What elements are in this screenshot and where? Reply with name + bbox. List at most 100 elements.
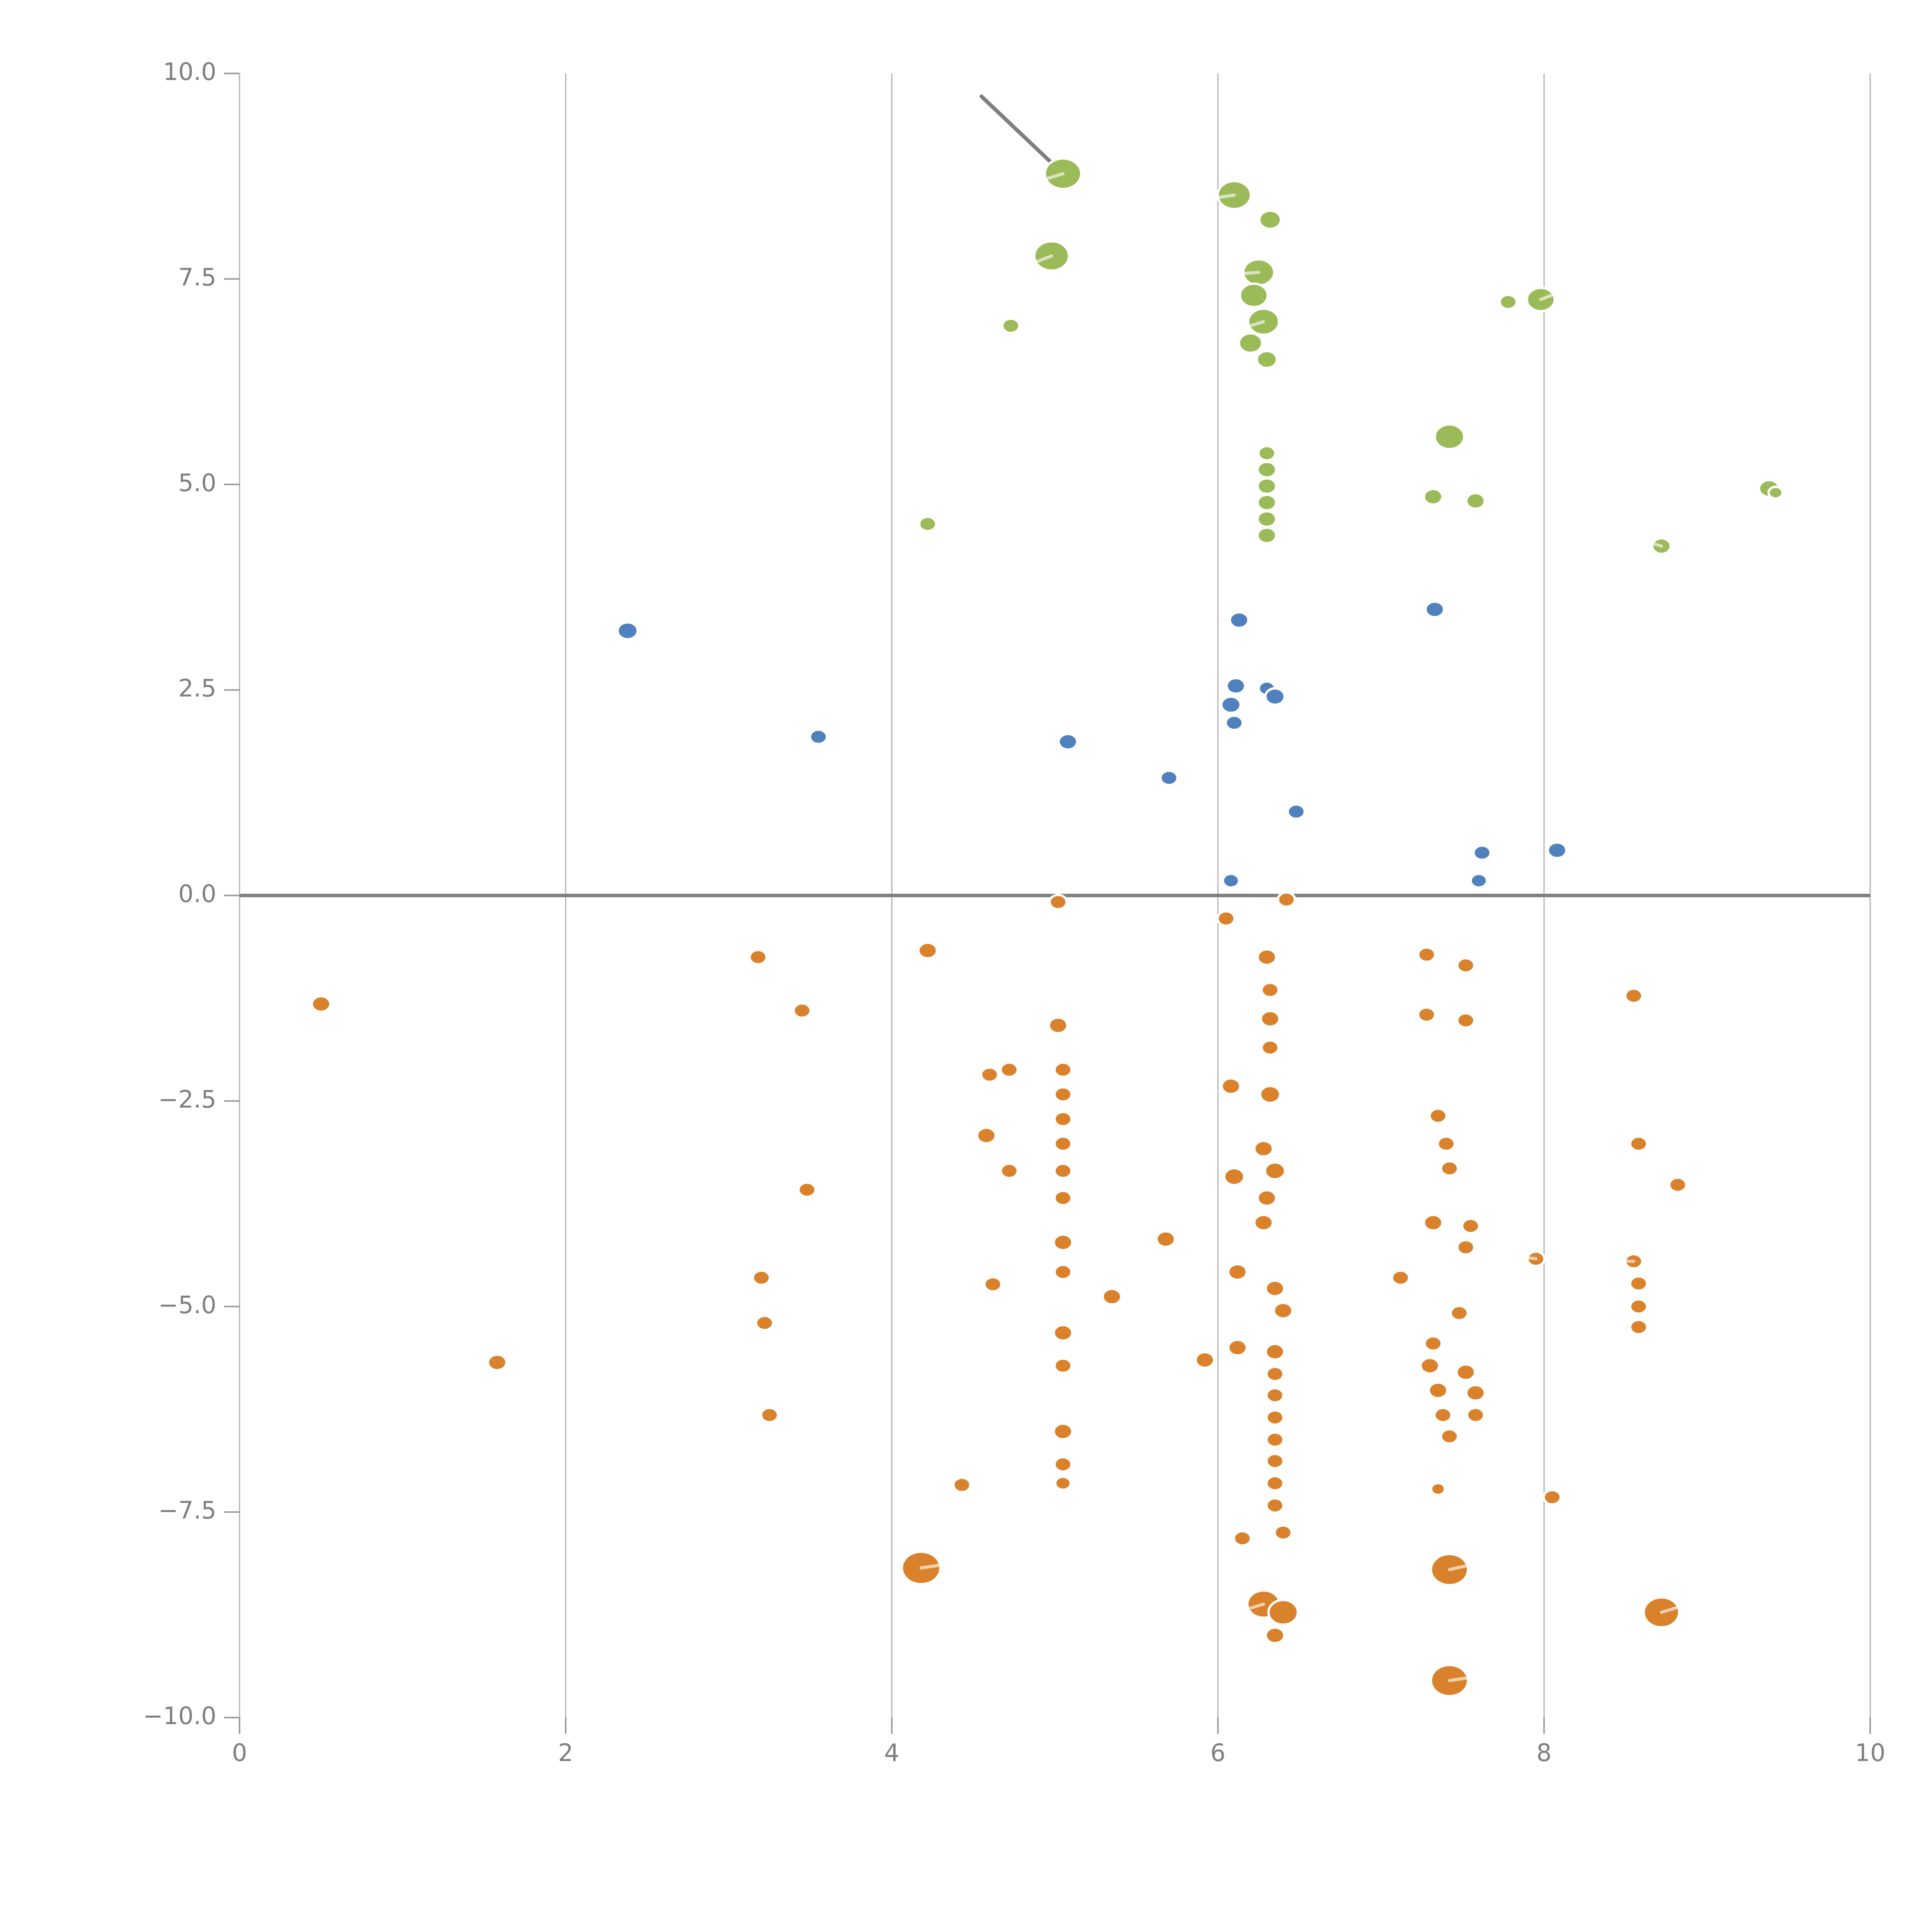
data-point-marker[interactable] xyxy=(1228,611,1250,629)
data-point-marker[interactable] xyxy=(1257,445,1277,462)
data-point-marker[interactable] xyxy=(1417,946,1437,963)
data-point-marker[interactable] xyxy=(1001,317,1021,334)
data-point-marker[interactable] xyxy=(1101,1287,1122,1306)
data-point-marker[interactable] xyxy=(311,995,332,1013)
data-point-marker[interactable] xyxy=(1053,1086,1073,1103)
data-point-marker[interactable] xyxy=(1238,282,1269,308)
data-point-marker[interactable] xyxy=(1264,1343,1286,1361)
data-point-marker[interactable] xyxy=(1259,1085,1282,1104)
data-point-marker[interactable] xyxy=(1256,510,1277,528)
data-point-marker[interactable] xyxy=(1423,1335,1443,1352)
data-point-marker[interactable] xyxy=(1220,695,1242,714)
data-point-marker[interactable] xyxy=(1419,1357,1440,1375)
data-point-marker[interactable] xyxy=(1053,1061,1073,1078)
data-point-marker[interactable] xyxy=(1417,1006,1437,1023)
data-point-marker[interactable] xyxy=(1498,293,1518,310)
data-point-marker[interactable] xyxy=(1391,1269,1410,1286)
data-point-marker[interactable] xyxy=(1054,1475,1072,1491)
data-point-marker[interactable] xyxy=(486,1353,508,1372)
data-point-marker[interactable] xyxy=(748,949,768,966)
data-point-marker[interactable] xyxy=(1265,1431,1285,1448)
data-point-marker[interactable] xyxy=(1053,1233,1074,1252)
data-point-marker[interactable] xyxy=(1221,872,1240,889)
data-point-marker[interactable] xyxy=(1423,488,1444,506)
data-point-marker[interactable] xyxy=(1267,1599,1299,1626)
data-point-marker[interactable] xyxy=(1428,1107,1448,1124)
data-point-marker[interactable] xyxy=(1469,872,1488,889)
data-point-marker[interactable] xyxy=(1286,803,1306,820)
data-point-marker[interactable] xyxy=(1265,1387,1285,1404)
data-point-marker[interactable] xyxy=(755,1315,774,1332)
data-point-marker[interactable] xyxy=(1264,1161,1286,1181)
data-point-marker[interactable] xyxy=(792,1002,812,1019)
data-point-marker[interactable] xyxy=(1273,1524,1293,1541)
data-point-marker[interactable] xyxy=(1264,687,1286,706)
data-point-marker[interactable] xyxy=(752,1269,771,1286)
data-point-marker[interactable] xyxy=(1624,987,1644,1004)
data-point-marker[interactable] xyxy=(1256,948,1277,966)
data-point-marker[interactable] xyxy=(952,1476,972,1493)
data-point-marker[interactable] xyxy=(1629,1275,1648,1292)
data-point-marker[interactable] xyxy=(1053,1189,1073,1206)
data-point-marker[interactable] xyxy=(1053,1324,1074,1342)
data-point-marker[interactable] xyxy=(1260,981,1280,998)
data-point-marker[interactable] xyxy=(797,1181,817,1198)
data-point-marker[interactable] xyxy=(1440,1428,1459,1445)
data-point-marker[interactable] xyxy=(1253,1214,1274,1232)
data-point-marker[interactable] xyxy=(1256,1189,1277,1207)
data-point-marker[interactable] xyxy=(1668,1176,1688,1193)
data-point-marker[interactable] xyxy=(1629,1298,1648,1315)
data-point-marker[interactable] xyxy=(1194,1351,1216,1369)
data-point-marker[interactable] xyxy=(1264,1626,1286,1645)
data-point-marker[interactable] xyxy=(1253,1139,1274,1158)
data-point-marker[interactable] xyxy=(1225,714,1244,731)
data-point-marker[interactable] xyxy=(1256,493,1277,512)
data-point-marker[interactable] xyxy=(1767,485,1784,500)
data-point-marker[interactable] xyxy=(1048,894,1068,911)
data-point-marker[interactable] xyxy=(1053,1357,1073,1374)
data-point-marker[interactable] xyxy=(1260,1039,1280,1056)
data-point-marker[interactable] xyxy=(1223,1167,1246,1186)
data-point-marker[interactable] xyxy=(1546,841,1568,859)
data-point-marker[interactable] xyxy=(1629,1318,1648,1335)
data-point-marker[interactable] xyxy=(980,1066,1000,1083)
data-point-marker[interactable] xyxy=(1543,1489,1562,1506)
data-point-marker[interactable] xyxy=(1227,1263,1248,1281)
data-point-marker[interactable] xyxy=(999,1061,1019,1078)
data-point-marker[interactable] xyxy=(1053,1422,1074,1440)
data-point-marker[interactable] xyxy=(976,1126,997,1145)
data-point-marker[interactable] xyxy=(1449,1304,1469,1321)
data-point-marker[interactable] xyxy=(1265,1475,1285,1492)
data-point-marker[interactable] xyxy=(1466,1406,1485,1423)
data-point-marker[interactable] xyxy=(918,515,937,532)
data-point-marker[interactable] xyxy=(1260,1010,1281,1028)
data-point-marker[interactable] xyxy=(1053,1264,1073,1281)
data-point-marker[interactable] xyxy=(1233,1530,1252,1547)
data-point-marker[interactable] xyxy=(1434,423,1466,451)
data-point-marker[interactable] xyxy=(1433,1406,1453,1423)
data-point-marker[interactable] xyxy=(1629,1135,1648,1152)
data-point-marker[interactable] xyxy=(999,1162,1019,1179)
data-point-marker[interactable] xyxy=(1057,733,1078,751)
data-point-marker[interactable] xyxy=(1436,1135,1456,1152)
data-point-marker[interactable] xyxy=(1265,1452,1285,1469)
data-point-marker[interactable] xyxy=(1159,769,1179,786)
data-point-marker[interactable] xyxy=(1265,1497,1285,1514)
data-point-marker[interactable] xyxy=(1461,1218,1481,1235)
data-point-marker[interactable] xyxy=(809,728,828,745)
data-point-marker[interactable] xyxy=(1053,1135,1073,1152)
data-point-marker[interactable] xyxy=(1265,1409,1285,1426)
data-point-marker[interactable] xyxy=(1227,1338,1248,1357)
data-point-marker[interactable] xyxy=(1048,1016,1069,1034)
data-point-marker[interactable] xyxy=(1053,1162,1073,1179)
data-point-marker[interactable] xyxy=(983,1276,1003,1293)
data-point-marker[interactable] xyxy=(1430,1482,1446,1496)
data-point-marker[interactable] xyxy=(1053,1456,1073,1473)
data-point-marker[interactable] xyxy=(917,941,938,960)
data-point-marker[interactable] xyxy=(1258,209,1282,230)
data-point-marker[interactable] xyxy=(1465,492,1486,510)
data-point-marker[interactable] xyxy=(1424,600,1446,619)
data-point-marker[interactable] xyxy=(1472,844,1492,861)
data-point-marker[interactable] xyxy=(1256,477,1277,495)
data-point-marker[interactable] xyxy=(1277,891,1296,908)
